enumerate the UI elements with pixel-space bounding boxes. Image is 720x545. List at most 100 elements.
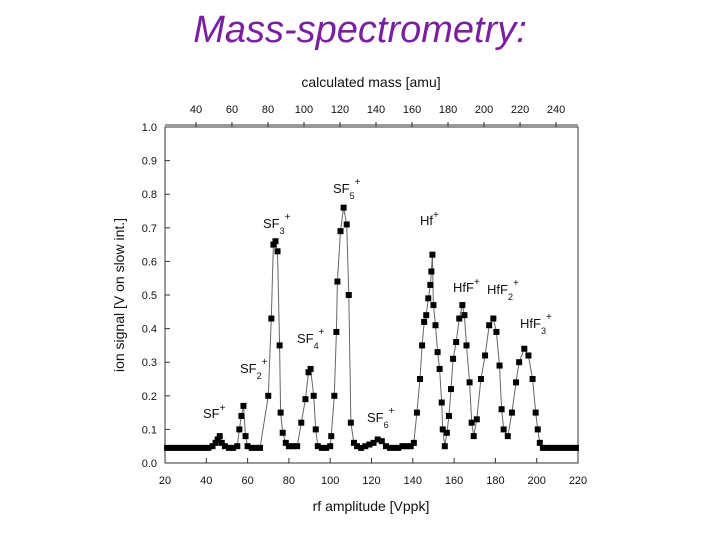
peak-label-base: SF [203, 406, 220, 421]
x-tick-label: 220 [569, 475, 587, 487]
peak-label-sub: 4 [314, 341, 319, 351]
peak-label-sub: 2 [508, 292, 513, 302]
data-point [382, 443, 389, 450]
data-point [387, 444, 394, 451]
x-axis-label: rf amplitude [Vppk] [313, 498, 430, 514]
data-point [205, 444, 212, 451]
peak-label: SF5+ [333, 177, 361, 201]
data-point [544, 444, 551, 451]
peak-label-sub: 3 [541, 326, 546, 336]
data-point [276, 342, 283, 349]
data-point [197, 444, 204, 451]
peak-label-base: Hf [420, 213, 433, 228]
data-point [434, 349, 441, 356]
x2-tick-label: 120 [331, 104, 349, 116]
peak-label: HfF+ [453, 277, 480, 295]
data-point [366, 441, 373, 448]
data-point [236, 426, 243, 433]
data-point [459, 302, 466, 309]
data-point [450, 355, 457, 362]
x-tick-label: 60 [241, 475, 253, 487]
data-point [302, 396, 309, 403]
data-point [473, 416, 480, 423]
data-point [180, 444, 187, 451]
x-tick-label: 120 [362, 475, 380, 487]
x-tick-label: 160 [445, 475, 463, 487]
x2-tick-label: 100 [295, 104, 313, 116]
peak-label: SF2+ [240, 357, 268, 381]
peak-label-sup: + [513, 278, 519, 289]
data-point [270, 241, 277, 248]
data-point [421, 318, 428, 325]
data-point [429, 251, 436, 258]
data-point [307, 365, 314, 372]
data-point [560, 444, 567, 451]
x-tick-label: 200 [528, 475, 546, 487]
data-point [327, 443, 334, 450]
peak-label-sup: + [474, 277, 480, 288]
data-point [354, 443, 361, 450]
x2-tick-label: 160 [403, 104, 421, 116]
data-point [272, 238, 279, 245]
data-point [265, 392, 272, 399]
data-point [568, 444, 575, 451]
peak-label-base: SF [297, 331, 314, 346]
data-point [430, 302, 437, 309]
data-point [312, 426, 319, 433]
data-point [477, 376, 484, 382]
data-point [461, 312, 468, 319]
peak-label-sub: 3 [280, 226, 285, 236]
data-point [423, 312, 430, 319]
peak-label-sub: 6 [384, 420, 389, 430]
data-point [438, 399, 445, 406]
data-point [428, 268, 435, 275]
y-tick-label: 0.1 [142, 424, 157, 436]
peak-label-base: SF [240, 361, 257, 376]
data-point [482, 352, 489, 359]
data-point [463, 342, 470, 349]
x-tick-label: 100 [321, 475, 339, 487]
data-point [350, 439, 357, 446]
data-point [532, 409, 539, 416]
data-point [164, 444, 171, 451]
peak-label-base: HfF [520, 316, 541, 331]
peak-label-base: SF [333, 181, 350, 196]
data-point [298, 419, 305, 426]
y-tick-label: 0.0 [142, 458, 157, 470]
data-point [234, 443, 241, 450]
data-point [221, 443, 228, 450]
data-point [410, 439, 417, 446]
data-point [337, 228, 344, 235]
data-point [226, 444, 233, 451]
x2-axis-label: calculated mass [amu] [301, 74, 440, 90]
peak-label-base: SF [263, 216, 280, 231]
data-point [212, 439, 219, 446]
data-point [370, 439, 377, 446]
data-point [572, 444, 579, 451]
data-point [188, 444, 195, 451]
data-point [168, 444, 175, 451]
data-point [345, 292, 352, 298]
x2-tick-label: 200 [475, 104, 493, 116]
x2-tick-label: 40 [190, 104, 202, 116]
slide-title: Mass-spectrometry: [193, 9, 527, 51]
data-point [425, 295, 432, 302]
data-point [508, 409, 515, 416]
data-point [439, 426, 446, 433]
x2-tick-label: 80 [262, 104, 274, 116]
data-point [525, 352, 532, 359]
x2-tick-label: 220 [511, 104, 529, 116]
peak-label-sup: + [433, 210, 439, 221]
data-point [244, 443, 251, 450]
peak-label-sup: + [319, 327, 325, 338]
data-point [248, 444, 255, 451]
x-tick-label: 80 [283, 475, 295, 487]
peak-label: SF3+ [263, 212, 291, 236]
data-point [399, 443, 406, 450]
y-tick-label: 0.2 [142, 391, 157, 403]
data-point [294, 443, 301, 450]
y-tick-label: 0.8 [142, 189, 157, 201]
x-tick-label: 180 [486, 475, 504, 487]
data-point [378, 438, 385, 445]
